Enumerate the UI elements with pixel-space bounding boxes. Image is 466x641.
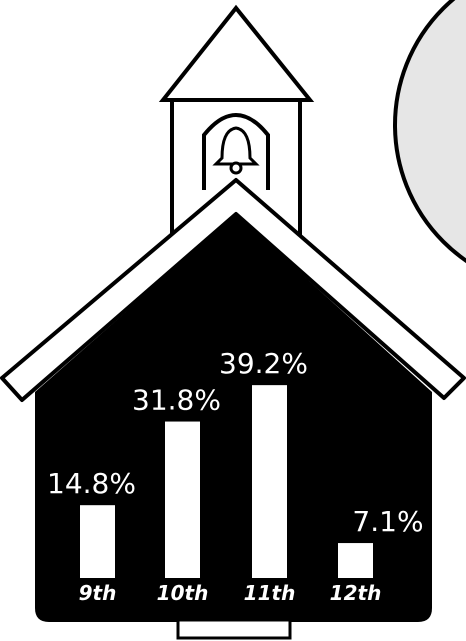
value-label: 39.2%: [219, 347, 308, 380]
bar: [80, 505, 115, 578]
bell: [212, 126, 260, 166]
bar: [165, 421, 200, 578]
tower-roof: [158, 4, 315, 102]
value-label: 7.1%: [352, 505, 423, 538]
roof: [0, 178, 466, 402]
bar: [338, 543, 373, 578]
x-tick-label: 9th: [79, 581, 117, 605]
bar: [252, 385, 287, 578]
x-tick-label: 11th: [244, 581, 296, 605]
bell-clapper: [229, 161, 243, 175]
house-body: [35, 215, 432, 622]
x-tick-label: 12th: [330, 581, 382, 605]
tower-arch: [202, 113, 270, 190]
value-label: 14.8%: [47, 467, 136, 500]
step: [176, 618, 292, 640]
speech-bubble: [393, 0, 466, 263]
x-tick-label: 10th: [157, 581, 209, 605]
plot: 14.8% 9th 31.8% 10th 39.2% 11th 7.1% 12th: [47, 347, 424, 605]
value-label: 31.8%: [132, 384, 221, 417]
